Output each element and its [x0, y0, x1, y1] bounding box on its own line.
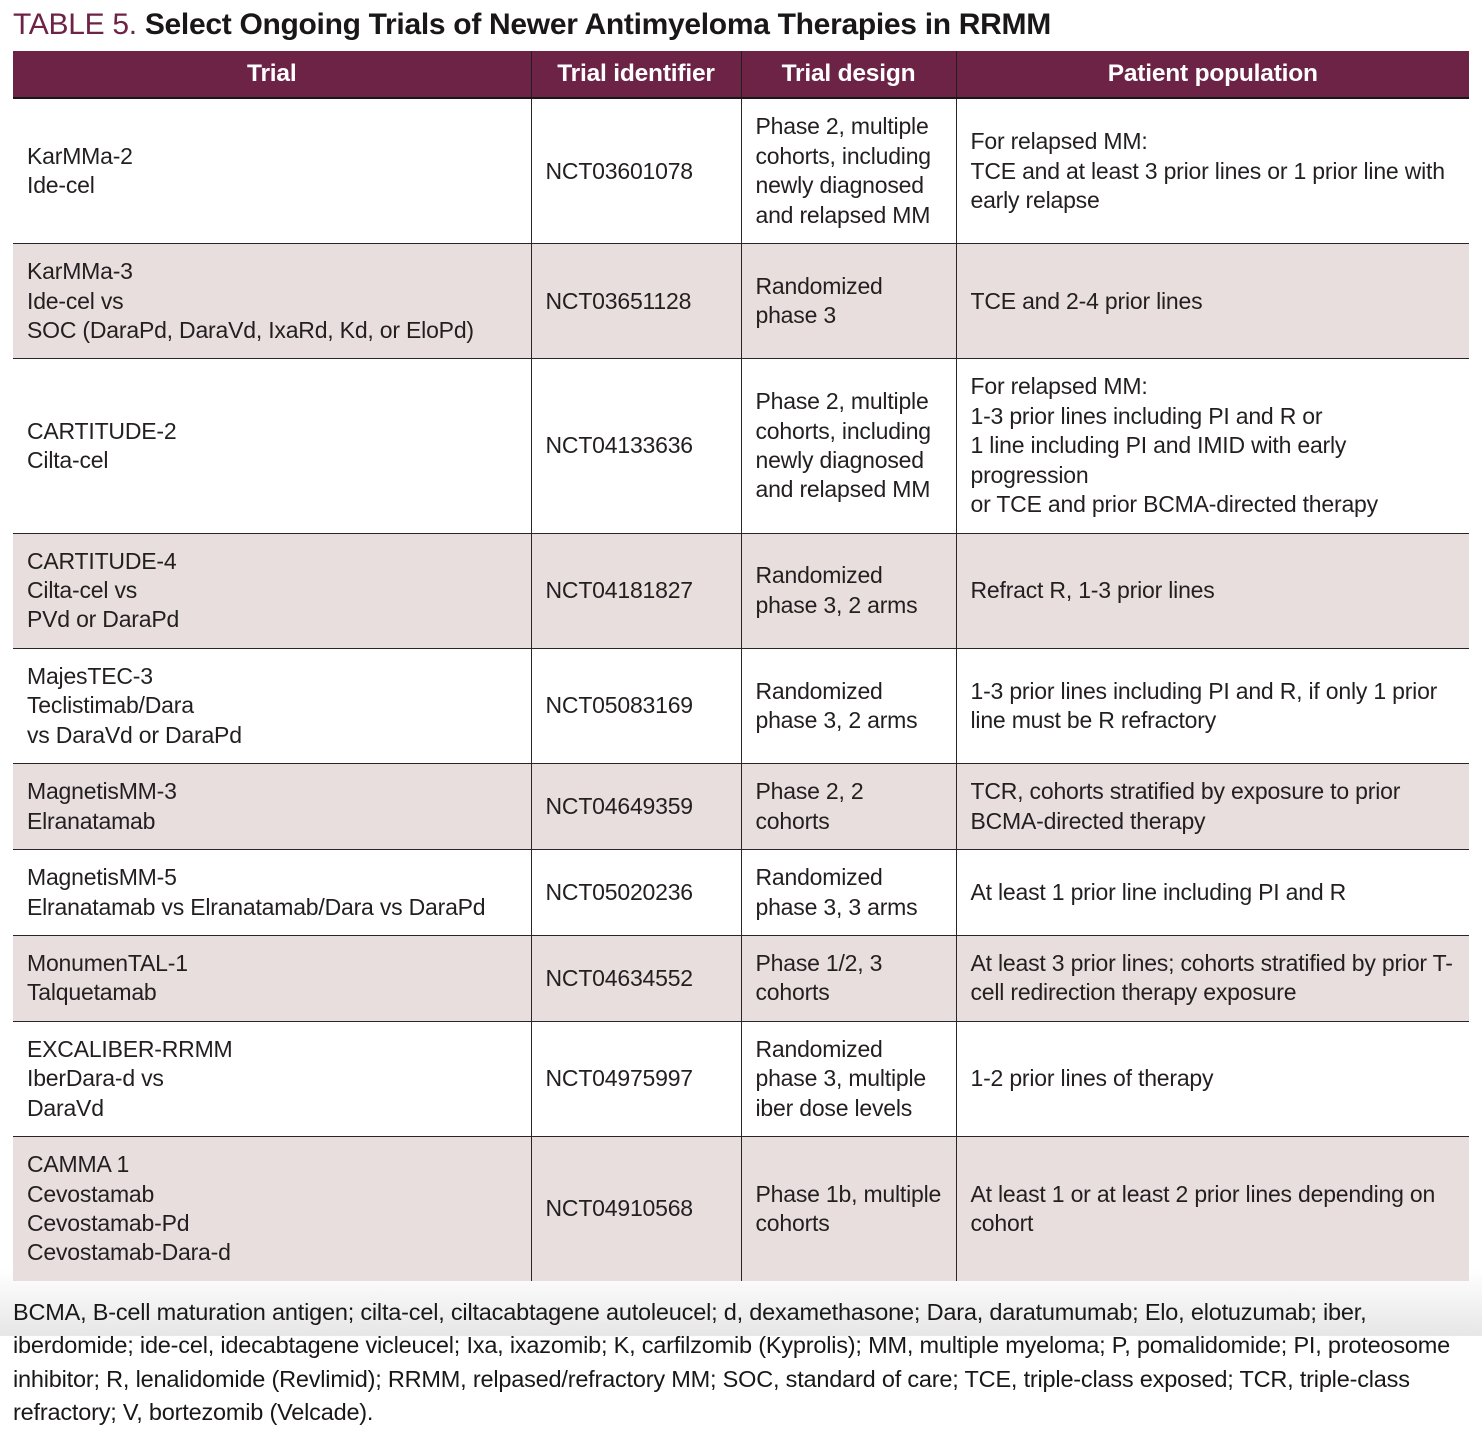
identifier-cell: NCT04133636	[530, 358, 741, 534]
table-row: MonumenTAL-1 Talquetamab NCT04634552 Pha…	[13, 934, 1469, 1022]
identifier-cell: NCT04975997	[530, 1020, 741, 1137]
trials-table: Trial Trial identifier Trial design Pati…	[13, 51, 1469, 1281]
table-row: MagnetisMM-5 Elranatamab vs Elranatamab/…	[13, 849, 1469, 936]
design-cell: Randomized phase 3, 2 arms	[740, 647, 956, 764]
identifier-cell: NCT05083169	[530, 647, 741, 764]
table-row: KarMMa-3 Ide-cel vs SOC (DaraPd, DaraVd,…	[13, 243, 1469, 359]
population-cell: At least 1 prior line including PI and R	[955, 849, 1469, 936]
identifier-cell: NCT04649359	[530, 763, 741, 850]
identifier-cell: NCT03601078	[530, 98, 741, 244]
population-cell: At least 1 or at least 2 prior lines dep…	[955, 1136, 1469, 1281]
design-cell: Randomized phase 3, multiple iber dose l…	[740, 1020, 956, 1137]
trial-cell: CAMMA 1 Cevostamab Cevostamab-Pd Cevosta…	[13, 1136, 531, 1281]
population-cell: For relapsed MM: TCE and at least 3 prio…	[955, 98, 1469, 244]
trial-cell: MagnetisMM-5 Elranatamab vs Elranatamab/…	[13, 849, 531, 936]
table-header: Trial Trial identifier Trial design Pati…	[13, 51, 1469, 100]
design-cell: Randomized phase 3, 2 arms	[740, 532, 956, 649]
trial-cell: MagnetisMM-3 Elranatamab	[13, 763, 531, 850]
design-cell: Phase 2, 2 cohorts	[740, 763, 956, 850]
column-header-trial: Trial	[13, 51, 531, 100]
table-title: TABLE 5. Select Ongoing Trials of Newer …	[13, 8, 1469, 41]
abbreviations-footnote: BCMA, B-cell maturation antigen; cilta-c…	[13, 1298, 1451, 1425]
population-cell: TCR, cohorts stratified by exposure to p…	[955, 763, 1469, 850]
identifier-cell: NCT04181827	[530, 532, 741, 649]
design-cell: Phase 2, multiple cohorts, including new…	[740, 358, 956, 534]
table-row: KarMMa-2 Ide-cel NCT03601078 Phase 2, mu…	[13, 98, 1469, 244]
design-cell: Phase 1b, multiple cohorts	[740, 1136, 956, 1281]
table-row: CARTITUDE-4 Cilta-cel vs PVd or DaraPd N…	[13, 532, 1469, 649]
table-number-label: TABLE 5.	[13, 8, 137, 41]
identifier-cell: NCT05020236	[530, 849, 741, 936]
table-body: KarMMa-2 Ide-cel NCT03601078 Phase 2, mu…	[13, 98, 1469, 1281]
population-cell: Refract R, 1-3 prior lines	[955, 532, 1469, 649]
table-row: CAMMA 1 Cevostamab Cevostamab-Pd Cevosta…	[13, 1136, 1469, 1281]
design-cell: Randomized phase 3	[740, 243, 956, 359]
population-cell: 1-3 prior lines including PI and R, if o…	[955, 647, 1469, 764]
trial-cell: CARTITUDE-2 Cilta-cel	[13, 358, 531, 534]
table-title-text: Select Ongoing Trials of Newer Antimyelo…	[144, 8, 1051, 41]
table-row: MagnetisMM-3 Elranatamab NCT04649359 Pha…	[13, 763, 1469, 850]
identifier-cell: NCT04910568	[530, 1136, 741, 1281]
population-cell: 1-2 prior lines of therapy	[955, 1020, 1469, 1137]
trial-cell: KarMMa-2 Ide-cel	[27, 142, 133, 199]
trial-cell: MajesTEC-3 Teclistimab/Dara vs DaraVd or…	[13, 647, 531, 764]
design-cell: Phase 1/2, 3 cohorts	[740, 934, 956, 1022]
population-cell: For relapsed MM: 1-3 prior lines includi…	[955, 358, 1469, 534]
population-cell: TCE and 2-4 prior lines	[955, 243, 1469, 359]
design-cell: Phase 2, multiple cohorts, including new…	[740, 98, 956, 244]
column-header-trial-identifier: Trial identifier	[530, 51, 741, 100]
trial-cell: EXCALIBER-RRMM IberDara-d vs DaraVd	[13, 1020, 531, 1137]
trial-cell: KarMMa-3 Ide-cel vs SOC (DaraPd, DaraVd,…	[13, 243, 531, 359]
design-cell: Randomized phase 3, 3 arms	[740, 849, 956, 936]
identifier-cell: NCT04634552	[530, 934, 741, 1022]
population-cell: At least 3 prior lines; cohorts stratifi…	[955, 934, 1469, 1022]
header-row: Trial Trial identifier Trial design Pati…	[13, 51, 1469, 100]
table-row: CARTITUDE-2 Cilta-cel NCT04133636 Phase …	[13, 358, 1469, 534]
table-row: EXCALIBER-RRMM IberDara-d vs DaraVd NCT0…	[13, 1020, 1469, 1137]
table-row: MajesTEC-3 Teclistimab/Dara vs DaraVd or…	[13, 647, 1469, 764]
identifier-cell: NCT03651128	[530, 243, 741, 359]
column-header-patient-population: Patient population	[955, 51, 1469, 100]
column-header-trial-design: Trial design	[740, 51, 956, 100]
trial-cell: MonumenTAL-1 Talquetamab	[13, 934, 531, 1022]
trial-cell: CARTITUDE-4 Cilta-cel vs PVd or DaraPd	[13, 532, 531, 649]
